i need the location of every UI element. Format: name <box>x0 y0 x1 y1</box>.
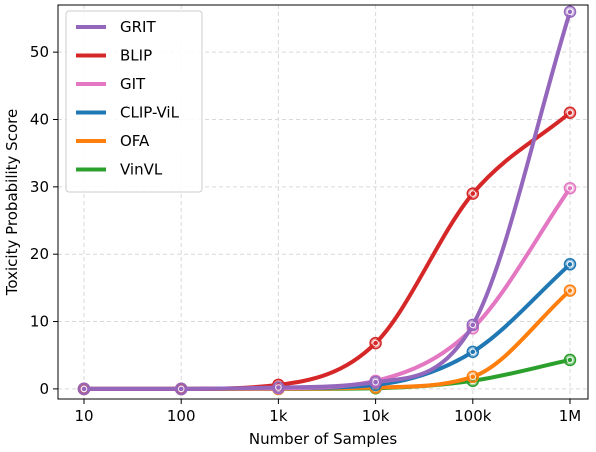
series-git <box>77 181 577 396</box>
x-tick-label: 100 <box>167 407 196 425</box>
x-tick-label: 1k <box>269 407 288 425</box>
plot-frame <box>57 4 589 400</box>
legend-item: BLIP <box>76 47 152 65</box>
legend-label: GIT <box>120 75 146 93</box>
series-grit <box>77 5 577 396</box>
legend-label: VinVL <box>120 161 163 179</box>
y-tick-label: 0 <box>39 380 49 398</box>
x-axis-label: Number of Samples <box>249 430 397 448</box>
data-point <box>77 382 91 396</box>
data-point <box>563 258 577 271</box>
legend-item: OFA <box>76 132 150 150</box>
y-tick-label: 30 <box>30 178 49 196</box>
x-tick-label: 100k <box>454 407 492 425</box>
legend-item: GIT <box>76 75 146 93</box>
legend-label: BLIP <box>120 47 152 65</box>
data-point <box>563 353 577 367</box>
axis-ticks: 10 100 1k 10k 100k 1M 0 10 20 30 40 50 <box>30 43 581 425</box>
data-point <box>466 187 480 200</box>
legend-label: OFA <box>120 132 150 150</box>
y-axis-label: Toxicity Probability Score <box>3 109 21 296</box>
series-line <box>82 262 572 391</box>
data-point <box>369 336 382 350</box>
x-tick-label: 10k <box>362 407 390 425</box>
legend-label: GRIT <box>120 18 156 36</box>
legend-item: VinVL <box>76 161 163 179</box>
x-tick-label: 10 <box>74 407 93 425</box>
data-point <box>563 5 577 18</box>
y-tick-label: 50 <box>30 43 49 61</box>
series-line <box>82 9 572 391</box>
data-point <box>563 181 577 195</box>
series-ofa <box>77 284 577 396</box>
legend-item: CLIP-ViL <box>76 104 180 122</box>
data-point <box>466 345 480 359</box>
legend-label: CLIP-ViL <box>120 104 180 122</box>
y-tick-label: 40 <box>30 110 49 128</box>
data-point <box>563 106 577 120</box>
data-point <box>369 375 382 389</box>
data-point <box>466 370 480 384</box>
y-tick-label: 10 <box>30 313 49 331</box>
legend: GRIT BLIP GIT CLIP-ViL OFA VinVL <box>65 10 203 193</box>
data-point <box>272 381 285 394</box>
data-point <box>466 318 480 332</box>
data-point <box>563 284 577 297</box>
y-tick-label: 20 <box>30 245 49 263</box>
series-line <box>82 186 572 391</box>
legend-item: GRIT <box>76 18 156 36</box>
series-lines <box>77 5 577 396</box>
x-tick-label: 1M <box>559 407 582 425</box>
data-point <box>174 382 188 396</box>
